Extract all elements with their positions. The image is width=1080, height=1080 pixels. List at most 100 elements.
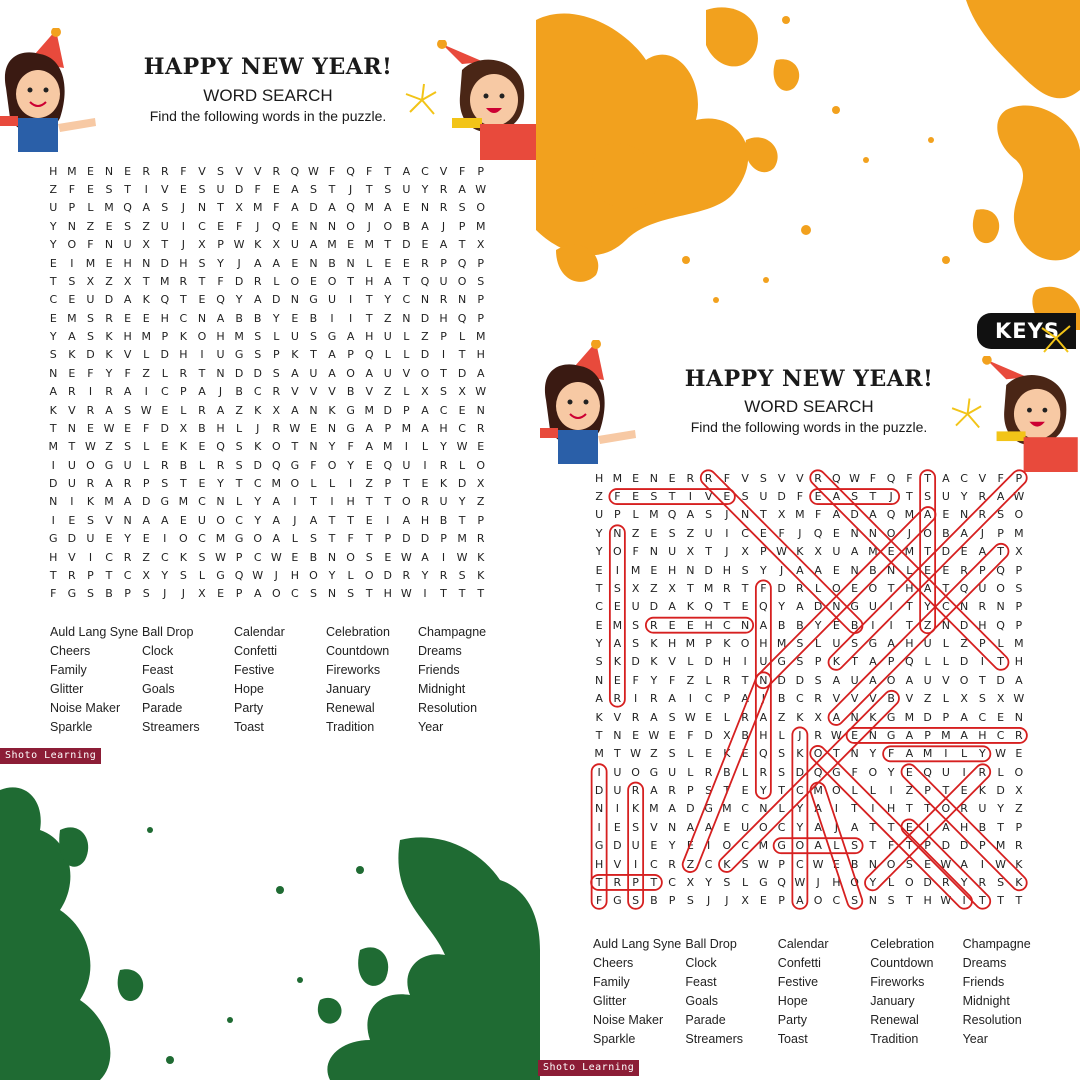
- grid-letter: A: [832, 710, 841, 724]
- grid-letter: P: [124, 587, 131, 601]
- grid-letter: U: [631, 600, 640, 614]
- grid-letter: S: [235, 458, 243, 472]
- grid-letter: H: [722, 563, 732, 577]
- grid-letter: P: [632, 875, 639, 889]
- grid-letter: A: [832, 490, 841, 504]
- grid-letter: E: [942, 563, 950, 577]
- grid-letter: E: [68, 293, 76, 307]
- grid-letter: S: [741, 857, 749, 871]
- grid-letter: C: [741, 839, 749, 853]
- grid-letter: A: [328, 366, 336, 380]
- grid-letter: J: [980, 526, 984, 540]
- grid-letter: L: [906, 563, 913, 577]
- grid-letter: S: [49, 348, 57, 362]
- grid-letter: A: [686, 508, 695, 522]
- grid-letter: Q: [777, 875, 786, 889]
- word-list-item: Ball Drop: [142, 625, 194, 639]
- grid-letter: H: [978, 728, 987, 742]
- grid-letter: X: [1015, 784, 1023, 798]
- grid-letter: O: [327, 274, 337, 288]
- word-list-item: Calendar: [777, 937, 829, 951]
- grid-letter: U: [832, 545, 841, 559]
- grid-letter: F: [687, 728, 694, 742]
- grid-letter: B: [105, 587, 113, 601]
- grid-letter: M: [67, 164, 77, 178]
- grid-letter: U: [49, 201, 58, 215]
- grid-letter: M: [401, 421, 412, 435]
- grid-letter: K: [254, 440, 262, 454]
- grid-letter: N: [327, 421, 337, 435]
- grid-letter: R: [439, 201, 448, 215]
- grid-letter: R: [160, 164, 169, 178]
- grid-letter: A: [253, 293, 262, 307]
- answer-highlight: [608, 524, 626, 708]
- grid-letter: S: [124, 440, 132, 454]
- grid-letter: P: [68, 201, 76, 215]
- grid-letter: I: [889, 618, 893, 632]
- grid-letter: K: [723, 637, 731, 651]
- grid-letter: E: [632, 490, 640, 504]
- grid-letter: V: [365, 385, 373, 399]
- grid-letter: P: [668, 894, 676, 908]
- grid-letter: D: [383, 568, 393, 582]
- grid-letter: J: [367, 219, 371, 233]
- grid-letter: G: [777, 655, 786, 669]
- grid-letter: K: [68, 348, 76, 362]
- grid-letter: D: [795, 765, 805, 779]
- grid-letter: Q: [457, 311, 467, 325]
- grid-letter: P: [384, 532, 392, 546]
- grid-letter: S: [668, 710, 676, 724]
- grid-letter: T: [198, 274, 206, 288]
- grid-letter: L: [888, 875, 895, 889]
- grid-letter: O: [420, 366, 430, 380]
- grid-letter: P: [161, 330, 169, 344]
- grid-letter: Y: [869, 747, 877, 761]
- grid-letter: A: [421, 550, 429, 564]
- green-paint-splash: [0, 787, 540, 1080]
- grid-letter: W: [940, 894, 952, 908]
- grid-letter: Q: [290, 164, 300, 178]
- grid-letter: B: [777, 692, 786, 706]
- grid-letter: F: [887, 747, 895, 761]
- grid-letter: L: [869, 784, 876, 798]
- grid-letter: L: [310, 477, 317, 491]
- grid-letter: C: [796, 692, 804, 706]
- grid-letter: G: [868, 637, 878, 651]
- grid-letter: R: [723, 673, 731, 687]
- grid-letter: A: [439, 238, 448, 252]
- grid-letter: R: [814, 692, 822, 706]
- grid-letter: O: [476, 201, 486, 215]
- grid-letter: J: [725, 545, 729, 559]
- grid-letter: E: [124, 311, 132, 325]
- grid-letter: B: [869, 563, 877, 577]
- word-list-item: Hope: [234, 682, 264, 696]
- answer-highlight: [772, 837, 864, 855]
- grid-letter: M: [795, 508, 805, 522]
- grid-letter: N: [613, 728, 622, 742]
- grid-letter: E: [650, 839, 658, 853]
- grid-letter: U: [383, 366, 392, 380]
- grid-letter: Q: [886, 471, 896, 485]
- grid-letter: R: [421, 495, 429, 509]
- grid-letter: S: [309, 183, 317, 197]
- grid-letter: O: [905, 875, 914, 889]
- grid-letter: H: [667, 563, 677, 577]
- grid-letter: D: [704, 728, 713, 742]
- grid-letter: P: [942, 710, 950, 724]
- grid-letter: R: [272, 385, 281, 399]
- grid-letter: T: [906, 839, 913, 853]
- grid-letter: S: [217, 164, 225, 178]
- grid-letter: X: [631, 581, 640, 595]
- grid-letter: F: [614, 490, 621, 504]
- word-list-item: Feast: [142, 663, 174, 677]
- grid-letter: X: [476, 477, 485, 491]
- grid-letter: M: [160, 274, 170, 288]
- grid-letter: G: [160, 495, 170, 509]
- grid-letter: N: [868, 526, 877, 540]
- grid-letter: N: [197, 201, 207, 215]
- grid-letter: N: [420, 201, 430, 215]
- grid-letter: I: [743, 655, 747, 669]
- grid-letter: H: [923, 894, 932, 908]
- grid-letter: P: [235, 587, 243, 601]
- grid-letter: D: [160, 348, 170, 362]
